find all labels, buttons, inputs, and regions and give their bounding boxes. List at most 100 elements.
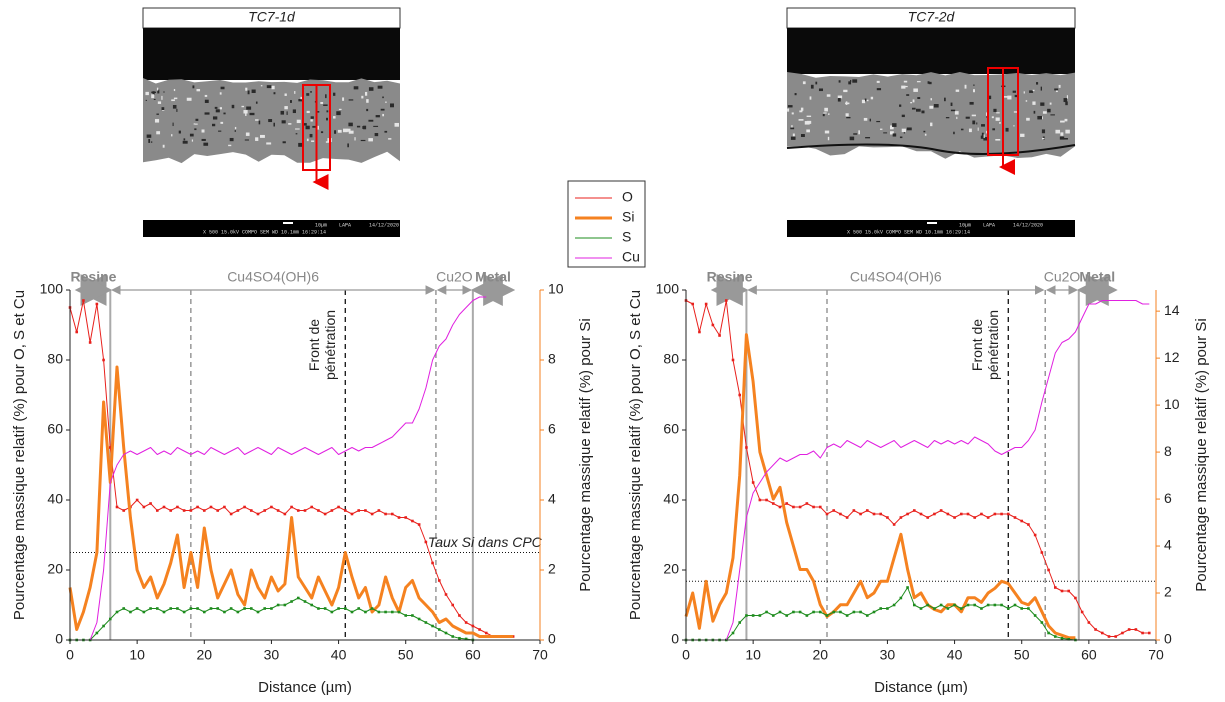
sem-grain bbox=[172, 105, 177, 109]
series-marker bbox=[745, 614, 748, 617]
sem-grain bbox=[325, 94, 327, 99]
sem-grain bbox=[300, 96, 303, 100]
sem-grain bbox=[273, 122, 275, 127]
series-marker bbox=[189, 607, 193, 610]
series-marker bbox=[404, 516, 408, 519]
sem-grain bbox=[315, 125, 320, 130]
x-tick-label: 0 bbox=[66, 647, 74, 663]
series-marker bbox=[1053, 635, 1057, 638]
series-marker bbox=[276, 603, 280, 607]
sem-lab: LAPA bbox=[983, 222, 995, 228]
sem-grain bbox=[247, 90, 250, 95]
series-marker bbox=[1006, 607, 1010, 610]
sem-grain bbox=[311, 140, 315, 142]
y-tick-label: 60 bbox=[663, 421, 679, 437]
sem-grain bbox=[361, 95, 364, 99]
series-marker bbox=[825, 614, 829, 617]
series-marker bbox=[872, 512, 876, 516]
sem-grain bbox=[977, 127, 979, 131]
series-marker bbox=[162, 610, 166, 614]
series-marker bbox=[169, 607, 173, 610]
sem-grain bbox=[1025, 100, 1028, 102]
sem-grain bbox=[377, 85, 383, 89]
y-tick-label: 0 bbox=[671, 631, 679, 647]
sem-grain bbox=[348, 99, 354, 101]
sem-grain bbox=[865, 137, 871, 139]
series-marker bbox=[350, 512, 354, 516]
sem-grain bbox=[969, 101, 974, 105]
sem-grain bbox=[865, 99, 869, 102]
sem-grain bbox=[802, 81, 806, 85]
sem-grain bbox=[981, 124, 985, 127]
series-marker bbox=[196, 607, 199, 610]
sem-grain bbox=[294, 91, 296, 94]
sem-grain bbox=[215, 109, 220, 113]
front-label: Front de bbox=[306, 319, 322, 371]
sem-grain bbox=[326, 117, 328, 121]
series-marker bbox=[310, 603, 314, 607]
series-marker bbox=[323, 607, 327, 610]
sem-grain bbox=[892, 133, 897, 137]
sem-grain bbox=[373, 125, 379, 127]
series-marker bbox=[758, 614, 762, 617]
sem-grain bbox=[364, 91, 368, 96]
series-marker bbox=[283, 512, 287, 516]
sem-grain bbox=[1026, 117, 1030, 121]
phase-label: Resine bbox=[707, 269, 753, 285]
sem-grain bbox=[353, 86, 359, 90]
sem-grain bbox=[245, 87, 248, 91]
sem-scale: 10µm bbox=[315, 222, 327, 228]
y2-tick-label: 14 bbox=[1164, 302, 1180, 318]
sem-grain bbox=[196, 89, 201, 92]
sem-grain bbox=[234, 126, 237, 130]
sem-grain bbox=[220, 121, 224, 124]
sem-grain bbox=[912, 99, 915, 103]
series-marker bbox=[751, 481, 755, 484]
sem-grain bbox=[800, 107, 804, 111]
series-marker bbox=[1141, 631, 1144, 635]
sem-date: 14/12/2020 bbox=[1013, 222, 1043, 228]
series-marker bbox=[886, 607, 889, 610]
sem-grain bbox=[258, 120, 261, 125]
series-marker bbox=[182, 610, 186, 614]
series-marker bbox=[959, 607, 963, 610]
sem-grain bbox=[259, 134, 265, 138]
series-marker bbox=[75, 330, 79, 334]
series-marker bbox=[745, 446, 748, 449]
sem-grain bbox=[838, 80, 841, 83]
sem-grain bbox=[385, 101, 387, 103]
series-marker bbox=[973, 516, 977, 519]
sem-grain bbox=[1032, 89, 1035, 92]
sem-grain bbox=[981, 132, 984, 136]
front-label: Front de bbox=[969, 319, 985, 371]
sem-grain bbox=[145, 91, 149, 96]
sem-grain bbox=[999, 122, 1001, 124]
sem-grain bbox=[956, 116, 958, 120]
series-marker bbox=[296, 596, 300, 600]
sem-grain bbox=[906, 127, 912, 131]
series-marker bbox=[886, 516, 889, 519]
sem-grain bbox=[173, 88, 176, 92]
series-marker bbox=[1006, 512, 1010, 516]
sem-grain bbox=[863, 117, 868, 121]
legend-label: Si bbox=[622, 209, 634, 225]
sem-grain bbox=[251, 89, 256, 93]
series-marker bbox=[202, 509, 206, 512]
series-marker bbox=[1047, 568, 1050, 572]
sem-grain bbox=[173, 97, 178, 100]
series-marker bbox=[892, 523, 896, 526]
sem-grain bbox=[316, 111, 320, 113]
sem-grain bbox=[306, 93, 310, 96]
series-marker bbox=[451, 635, 455, 638]
series-marker bbox=[953, 603, 956, 607]
series-marker bbox=[1000, 603, 1003, 607]
sem-grain bbox=[1060, 120, 1065, 123]
sem-grain bbox=[1014, 94, 1019, 98]
y-tick-label: 40 bbox=[663, 491, 679, 507]
series-marker bbox=[417, 617, 421, 621]
sem-grain bbox=[306, 138, 309, 142]
sem-grain bbox=[333, 116, 336, 119]
sem-grain bbox=[298, 142, 303, 147]
series-marker bbox=[82, 299, 85, 302]
sem-grain bbox=[347, 143, 349, 148]
